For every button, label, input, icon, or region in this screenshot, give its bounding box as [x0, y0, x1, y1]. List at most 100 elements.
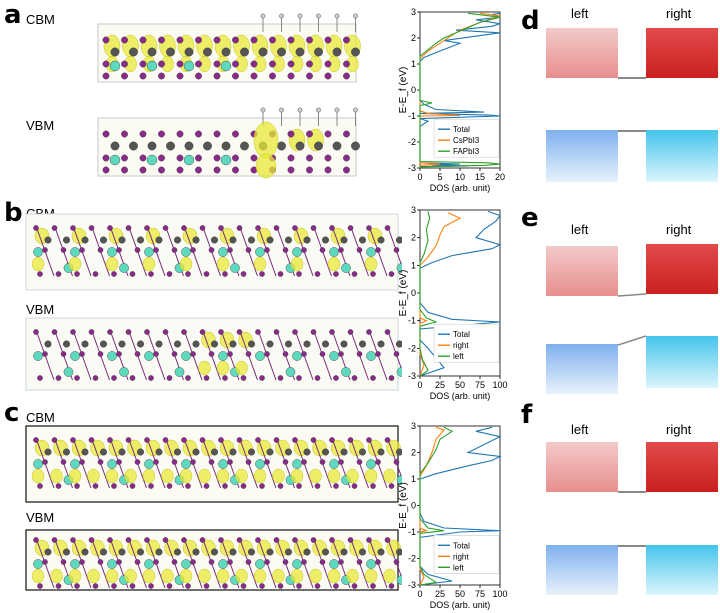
- atom: [255, 459, 265, 469]
- atom: [322, 236, 330, 244]
- label-f-left: left: [571, 422, 589, 437]
- atom: [51, 329, 58, 335]
- atom: [285, 236, 293, 244]
- cbm-right-block: [646, 244, 718, 294]
- atom: [255, 247, 265, 257]
- isosurface-blob: [272, 468, 285, 484]
- legend-label: FAPbI3: [453, 147, 480, 156]
- atom: [322, 548, 330, 556]
- atom: [306, 72, 313, 80]
- atom: [236, 329, 243, 335]
- atom: [109, 154, 121, 166]
- atom: [396, 236, 402, 244]
- atom: [81, 340, 89, 348]
- atom: [236, 437, 243, 443]
- x-tick-label: 50: [455, 589, 465, 599]
- atom: [232, 166, 239, 174]
- atom: [192, 448, 200, 456]
- atom: [340, 448, 348, 456]
- atom: [139, 36, 147, 44]
- atom: [384, 437, 391, 443]
- atom: [33, 351, 43, 361]
- atom: [227, 459, 233, 465]
- atom: [338, 351, 344, 357]
- atom: [33, 329, 39, 335]
- atom: [273, 329, 280, 335]
- atom: [70, 225, 76, 231]
- atom: [285, 548, 293, 556]
- atom: [181, 247, 191, 257]
- atom: [343, 36, 350, 44]
- atom: [153, 247, 159, 253]
- atom: [297, 107, 303, 113]
- atom: [33, 459, 43, 469]
- atom: [63, 548, 71, 556]
- atom: [199, 437, 206, 443]
- atom: [319, 351, 326, 357]
- atom: [295, 47, 305, 57]
- atom: [329, 537, 335, 543]
- atom: [107, 437, 113, 443]
- atom: [388, 483, 395, 489]
- isosurface-blob: [346, 568, 359, 584]
- atom: [292, 329, 298, 335]
- label-a-cbm: CBM: [26, 12, 55, 27]
- atom: [396, 575, 402, 585]
- vbm-right-block: [646, 130, 718, 182]
- atom: [218, 247, 228, 257]
- y-tick-label: -1: [408, 527, 416, 537]
- isosurface-blob: [255, 153, 277, 179]
- atom: [301, 459, 307, 465]
- atom: [329, 559, 339, 569]
- atom: [44, 548, 52, 556]
- atom: [306, 60, 313, 68]
- atom: [129, 375, 136, 381]
- atom: [356, 559, 363, 565]
- atom: [144, 559, 154, 569]
- atom: [351, 271, 358, 277]
- atom: [109, 60, 121, 72]
- atom: [107, 225, 113, 231]
- atom: [277, 141, 286, 151]
- atom: [351, 583, 358, 589]
- atom: [273, 537, 280, 543]
- atom: [306, 36, 313, 44]
- atom: [139, 72, 147, 80]
- x-axis-label: DOS (arb. unit): [430, 391, 491, 401]
- atom: [296, 483, 302, 489]
- atom: [255, 329, 261, 335]
- y-tick-label: 3: [411, 421, 416, 431]
- atom: [213, 130, 221, 138]
- atom: [42, 459, 48, 465]
- atom: [185, 375, 191, 381]
- atom: [195, 72, 202, 80]
- atom: [136, 236, 144, 244]
- atom: [139, 166, 147, 174]
- atom: [245, 559, 252, 565]
- atom: [185, 583, 191, 589]
- atom: [88, 225, 95, 231]
- cbm-right-block: [646, 442, 718, 492]
- isosurface-blob: [124, 568, 137, 584]
- atom: [341, 263, 351, 273]
- atom: [296, 271, 302, 277]
- atom: [147, 141, 157, 151]
- atom: [158, 72, 165, 80]
- atom: [110, 141, 120, 151]
- atom: [173, 548, 181, 556]
- atom: [74, 483, 80, 489]
- atom: [144, 459, 154, 469]
- atom: [162, 225, 169, 231]
- atom: [33, 537, 39, 543]
- atom: [37, 375, 43, 381]
- atom: [111, 271, 117, 277]
- atom: [245, 351, 252, 357]
- x-tick-label: 25: [435, 589, 445, 599]
- atom: [250, 154, 258, 162]
- atom: [366, 247, 376, 257]
- atom: [139, 154, 147, 162]
- atom: [347, 225, 354, 231]
- atom: [375, 559, 381, 565]
